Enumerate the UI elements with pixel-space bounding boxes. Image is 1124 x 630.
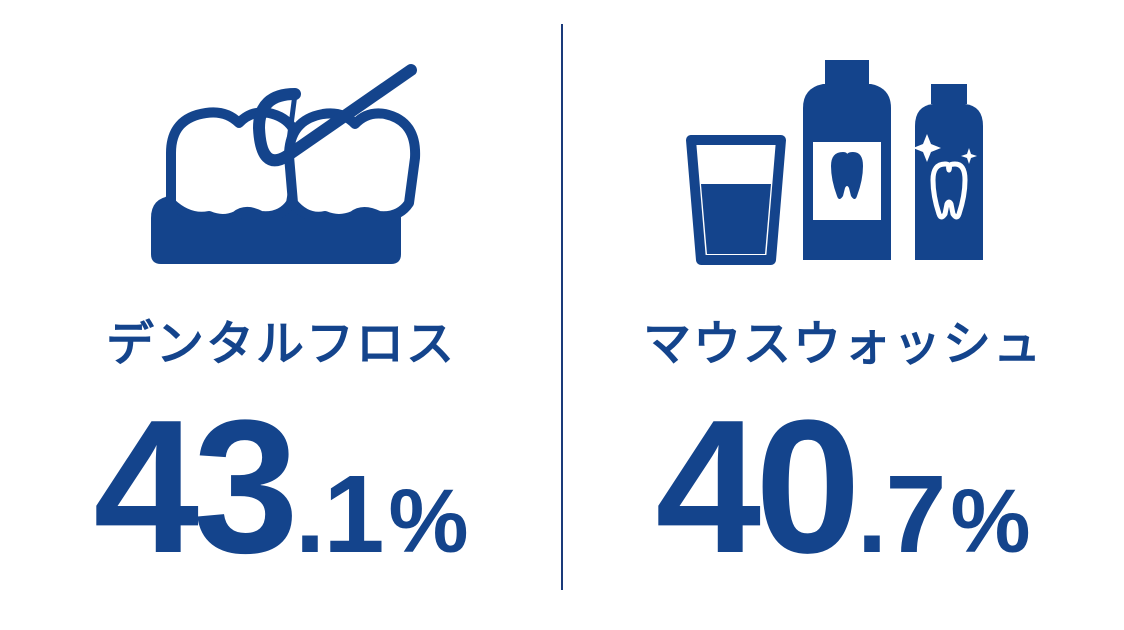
mouthwash-icon	[663, 48, 1023, 278]
floss-teeth-icon	[111, 48, 451, 278]
value-big: 43	[93, 392, 292, 582]
percent-sign: %	[389, 477, 469, 567]
label-mouthwash: マウスウォッシュ	[643, 304, 1043, 374]
panel-mouthwash: マウスウォッシュ 40 .7 %	[562, 0, 1124, 630]
vertical-divider	[561, 24, 563, 590]
value-dental-floss: 43 .1 %	[93, 392, 468, 582]
panel-dental-floss: デンタルフロス 43 .1 %	[0, 0, 562, 630]
infographic-container: デンタルフロス 43 .1 %	[0, 0, 1124, 630]
value-mouthwash: 40 .7 %	[655, 392, 1030, 582]
value-big: 40	[655, 392, 854, 582]
percent-sign: %	[951, 477, 1031, 567]
label-dental-floss: デンタルフロス	[106, 304, 456, 374]
value-small: .1	[295, 460, 383, 570]
value-small: .7	[857, 460, 945, 570]
